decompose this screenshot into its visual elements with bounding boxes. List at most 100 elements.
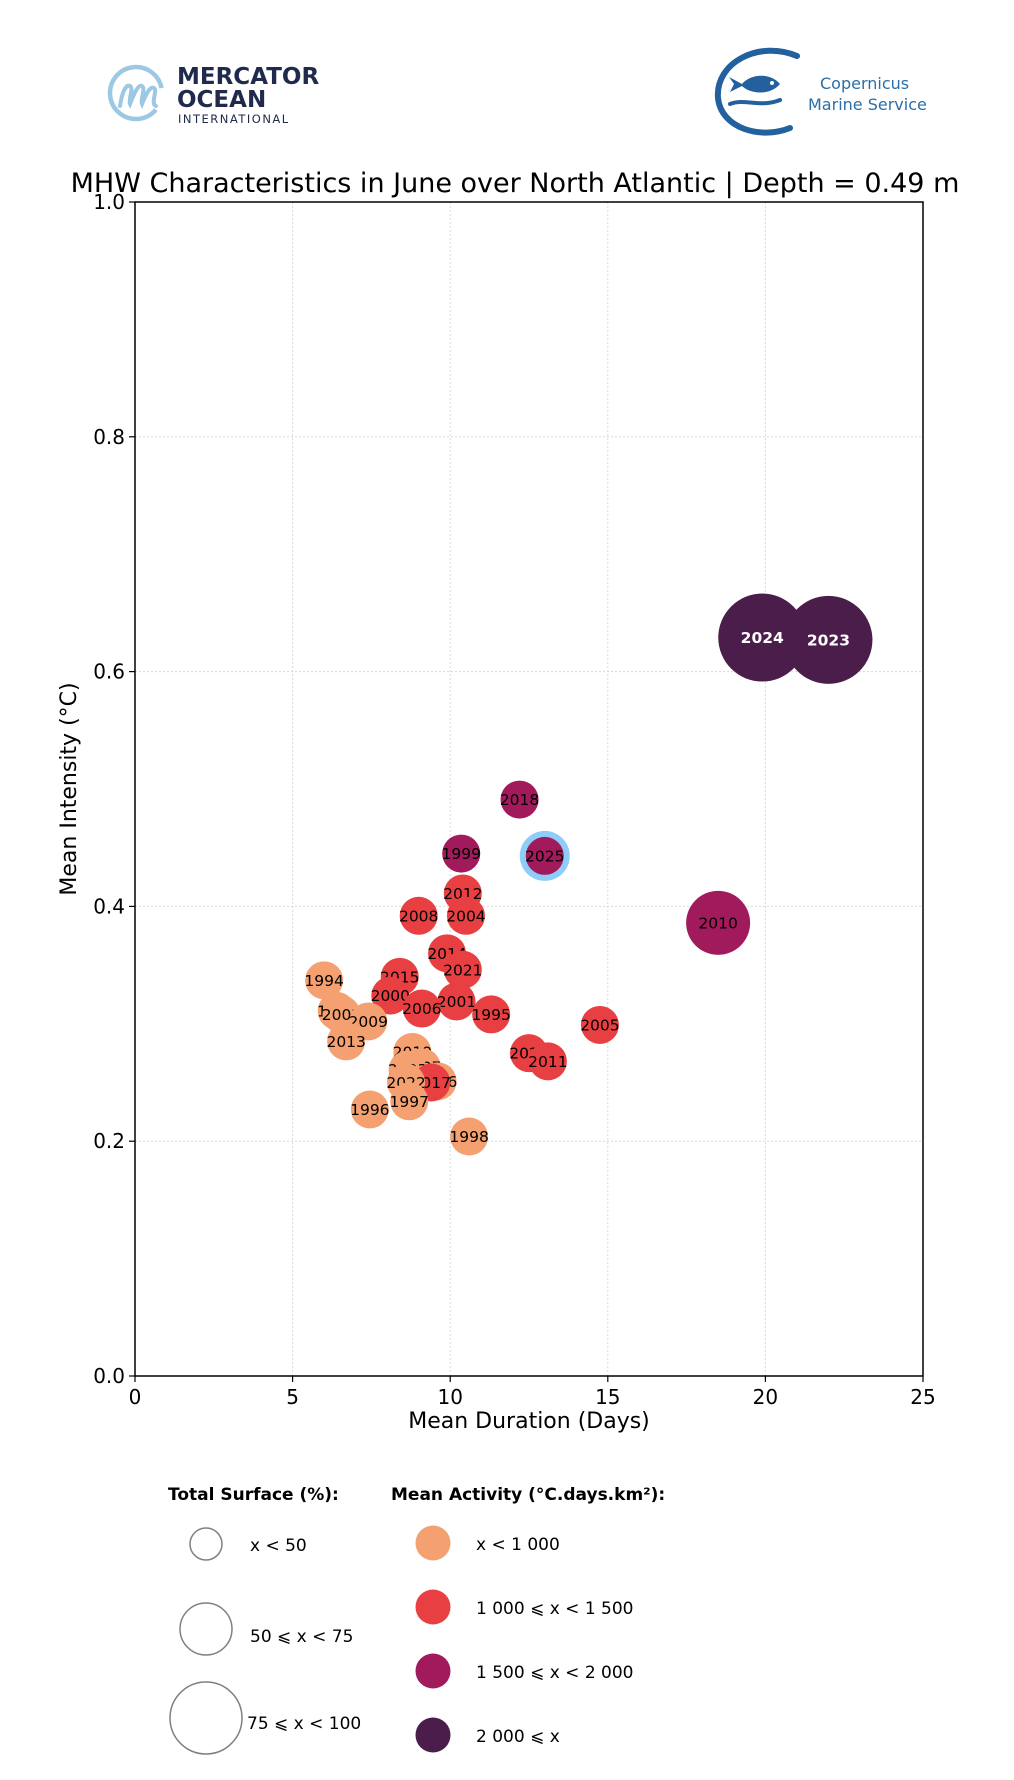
legend-surface-title: Total Surface (%): — [168, 1485, 339, 1505]
point-marker — [525, 836, 564, 875]
data-point-1995: 1995 — [471, 995, 511, 1034]
point-marker — [784, 595, 873, 684]
y-axis-label: Mean Intensity (°C) — [57, 682, 82, 895]
copernicus-fish-icon — [714, 47, 800, 136]
point-label: 2008 — [399, 907, 438, 925]
point-marker — [437, 982, 476, 1021]
legend-surface-label: 50 ⩽ x < 75 — [250, 1627, 353, 1647]
point-marker — [686, 890, 751, 955]
data-point-2005: 2005 — [580, 1005, 620, 1044]
legend-activity-marker — [415, 1525, 451, 1561]
point-label: 1999 — [442, 845, 481, 863]
legend-surface-label: 75 ⩽ x < 100 — [247, 1714, 361, 1734]
legend-activity-label: 1 500 ⩽ x < 2 000 — [476, 1663, 634, 1683]
mercator-ocean-logo: MERCATOR OCEAN INTERNATIONAL — [107, 64, 319, 126]
point-label: 2013 — [326, 1033, 365, 1051]
logo-mercator-line2: OCEAN — [177, 87, 266, 113]
point-marker — [327, 1022, 366, 1061]
copernicus-marine-logo: Copernicus Marine Service — [714, 47, 927, 136]
data-point-2006: 2006 — [402, 989, 442, 1028]
point-marker — [718, 593, 807, 682]
legend-surface-marker-small — [189, 1527, 223, 1561]
point-marker — [446, 896, 485, 935]
legend-activity-marker — [415, 1589, 451, 1625]
point-marker — [442, 834, 481, 873]
chart-title: MHW Characteristics in June over North A… — [71, 168, 960, 199]
point-label: 2010 — [698, 914, 737, 932]
data-point-1998: 1998 — [449, 1117, 489, 1156]
point-label: 2004 — [446, 907, 485, 925]
data-point-1997: 1997 — [389, 1082, 429, 1121]
legend-activity-label: 1 000 ⩽ x < 1 500 — [476, 1599, 634, 1619]
point-marker — [580, 1005, 619, 1044]
point-marker — [399, 896, 438, 935]
y-tick-label: 1.0 — [93, 190, 125, 214]
logo-copernicus-line1: Copernicus — [820, 74, 909, 93]
point-marker — [472, 995, 511, 1034]
logo-copernicus-line2: Marine Service — [808, 95, 927, 114]
point-marker — [350, 1090, 389, 1129]
x-tick-label: 5 — [286, 1385, 299, 1409]
x-tick-label: 20 — [753, 1385, 778, 1409]
point-marker — [528, 1042, 567, 1081]
data-point-1994: 1994 — [304, 961, 344, 1000]
point-marker — [390, 1082, 429, 1121]
logo-mercator-line1: MERCATOR — [177, 64, 319, 90]
data-point-2004: 2004 — [446, 896, 486, 935]
legend-surface-marker-medium — [179, 1602, 233, 1656]
point-label: 2005 — [580, 1016, 619, 1034]
point-marker — [500, 780, 539, 819]
point-label: 1995 — [471, 1006, 510, 1024]
point-label: 2000 — [371, 987, 410, 1005]
point-label: 2011 — [528, 1053, 567, 1071]
x-tick-label: 15 — [595, 1385, 620, 1409]
y-tick-label: 0.0 — [93, 1364, 125, 1388]
point-label: 2021 — [443, 961, 482, 979]
legend: Total Surface (%): Mean Activity (°C.day… — [168, 1485, 665, 1755]
point-marker — [443, 950, 482, 989]
point-label: 2009 — [349, 1013, 388, 1031]
y-tick-label: 0.8 — [93, 425, 125, 449]
x-tick-label: 0 — [129, 1385, 142, 1409]
point-label: 1996 — [350, 1101, 389, 1119]
data-point-1999: 1999 — [442, 834, 481, 873]
point-label: 1998 — [449, 1128, 488, 1146]
data-point-2001: 2001 — [437, 982, 476, 1021]
y-tick-label: 0.6 — [93, 660, 125, 684]
point-marker — [305, 961, 344, 1000]
data-point-2011: 2011 — [528, 1042, 568, 1081]
point-label: 1997 — [389, 1093, 428, 1111]
legend-surface-marker-large — [169, 1681, 243, 1755]
data-point-2018: 2018 — [500, 780, 539, 819]
legend-activity-label: x < 1 000 — [476, 1535, 560, 1555]
data-point-2010: 2010 — [686, 890, 751, 955]
point-marker — [450, 1117, 489, 1156]
x-tick-label: 25 — [910, 1385, 935, 1409]
data-point-1996: 1996 — [350, 1090, 390, 1129]
point-label: 2018 — [500, 791, 539, 809]
data-point-2021: 2021 — [443, 950, 483, 989]
legend-activity-label: 2 000 ⩽ x — [476, 1727, 560, 1747]
legend-activity-marker — [415, 1717, 451, 1753]
data-point-2000: 2000 — [371, 976, 410, 1015]
legend-activity-marker — [415, 1653, 451, 1689]
point-label: 2001 — [437, 993, 476, 1011]
data-point-2008: 2008 — [399, 896, 438, 935]
x-tick-label: 10 — [437, 1385, 462, 1409]
legend-surface-label: x < 50 — [250, 1536, 307, 1556]
mercator-m-icon — [107, 64, 165, 122]
x-axis-ticks: 0 5 10 15 20 25 — [129, 1376, 936, 1409]
point-marker — [371, 976, 410, 1015]
point-label: 1994 — [304, 972, 343, 990]
plot-frame — [134, 201, 924, 1377]
point-label: 2006 — [402, 1000, 441, 1018]
point-marker — [402, 989, 441, 1028]
logo-mercator-line3: INTERNATIONAL — [178, 112, 290, 126]
y-tick-label: 0.4 — [93, 894, 125, 918]
y-axis-ticks: 0.0 0.2 0.4 0.6 0.8 1.0 — [93, 190, 135, 1388]
legend-activity-markers — [415, 1525, 451, 1753]
point-label: 2024 — [741, 629, 784, 647]
data-point-2025: 2025 — [519, 830, 570, 881]
